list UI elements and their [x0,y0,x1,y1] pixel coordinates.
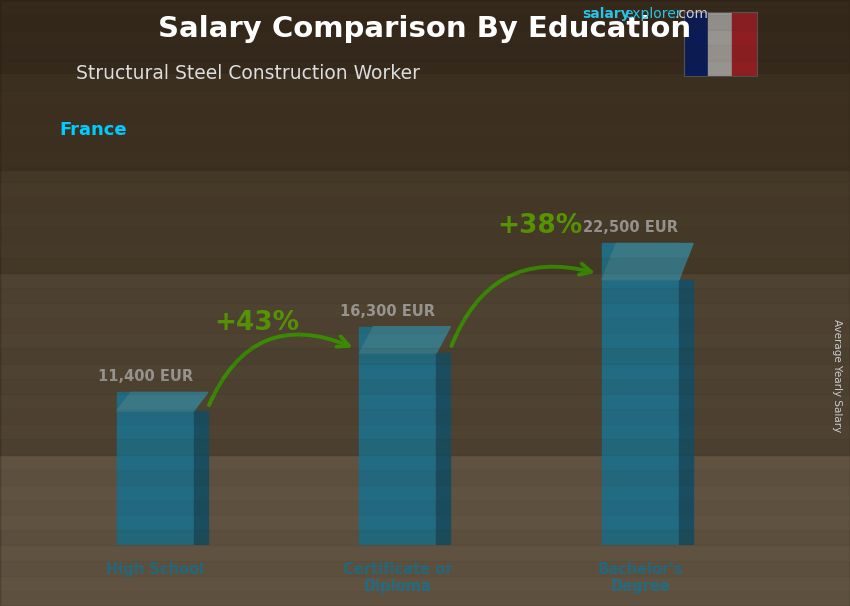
Polygon shape [602,244,693,280]
Bar [602,244,679,545]
Text: explorer: explorer [624,7,682,21]
Text: +43%: +43% [214,310,299,336]
Text: Salary Comparison By Education: Salary Comparison By Education [158,15,692,43]
Text: France: France [60,121,128,139]
Bar [708,12,733,76]
Text: 22,500 EUR: 22,500 EUR [583,221,678,235]
Polygon shape [194,411,208,545]
Text: salary: salary [582,7,630,21]
Text: +38%: +38% [496,213,582,239]
Text: Average Yearly Salary: Average Yearly Salary [832,319,842,432]
Text: 11,400 EUR: 11,400 EUR [98,370,193,384]
Text: .com: .com [674,7,708,21]
Polygon shape [436,353,450,545]
Text: Structural Steel Construction Worker: Structural Steel Construction Worker [76,64,421,82]
Polygon shape [360,327,451,353]
Bar [360,327,436,545]
Bar [117,393,194,545]
Text: 16,300 EUR: 16,300 EUR [340,304,435,319]
Polygon shape [117,393,208,411]
Bar [684,12,708,76]
Bar [733,12,757,76]
Polygon shape [679,280,693,545]
